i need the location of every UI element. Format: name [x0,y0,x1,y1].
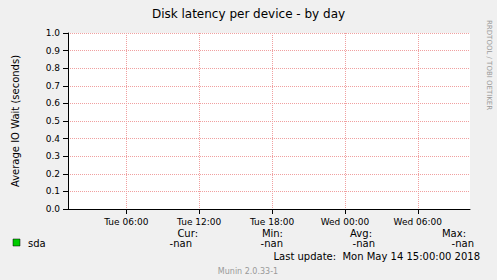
svg-text:Wed 00:00: Wed 00:00 [321,217,370,227]
svg-text:0.5: 0.5 [46,116,60,126]
svg-text:Last update: Mon May 14 15:00: Last update: Mon May 14 15:00:00 2018 [273,251,480,262]
svg-text:-nan: -nan [353,238,375,249]
svg-text:Munin 2.0.33-1: Munin 2.0.33-1 [218,267,278,276]
svg-text:Cur:: Cur: [177,227,198,239]
svg-text:0.1: 0.1 [46,186,60,196]
svg-text:Tue 18:00: Tue 18:00 [249,217,294,227]
svg-text:Avg:: Avg: [350,227,372,239]
svg-text:0.4: 0.4 [46,134,61,144]
svg-text:Min:: Min: [261,227,283,239]
svg-text:0.7: 0.7 [46,81,60,91]
svg-text:0.3: 0.3 [46,151,60,161]
svg-text:0.0: 0.0 [46,204,61,214]
svg-text:Disk latency per device - by d: Disk latency per device - by day [152,7,345,21]
svg-text:Average IO Wait (seconds): Average IO Wait (seconds) [10,55,21,187]
svg-text:Tue 12:00: Tue 12:00 [176,217,221,227]
svg-text:0.2: 0.2 [46,169,60,179]
svg-text:Max:: Max: [442,227,466,239]
svg-text:Wed 06:00: Wed 06:00 [394,217,443,227]
svg-text:Tue 06:00: Tue 06:00 [103,217,148,227]
svg-text:-nan: -nan [261,238,283,249]
svg-text:-nan: -nan [170,238,192,249]
svg-text:1.0: 1.0 [46,28,61,38]
svg-text:-nan: -nan [452,238,474,249]
svg-text:RRDTOOL / TOBI OETIKER: RRDTOOL / TOBI OETIKER [485,20,493,110]
svg-text:0.9: 0.9 [46,46,61,56]
svg-text:0.8: 0.8 [46,63,61,73]
svg-text:sda: sda [28,238,46,249]
svg-text:0.6: 0.6 [46,98,61,108]
